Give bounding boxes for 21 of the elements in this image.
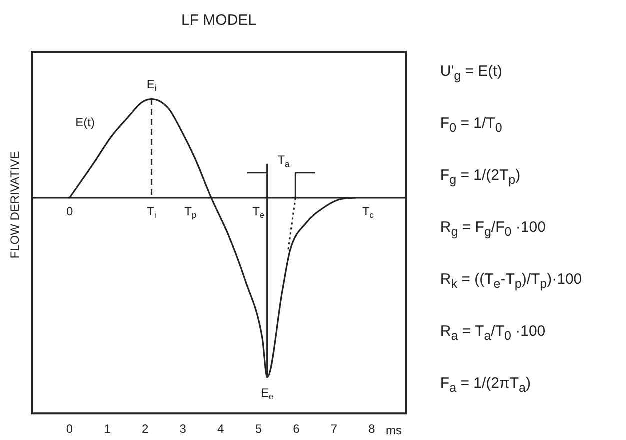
text: R$_{k}$ = ((T$_{e}$-T$_{p}$)/T$_{p}$)·100 (440, 271, 582, 291)
x-tick-label: 8 (369, 422, 376, 436)
annotation: E(t) (76, 115, 96, 130)
x-tick-label: 6 (294, 422, 301, 436)
x-tick-label: 2 (142, 422, 150, 436)
x-tick-label: 1 (104, 422, 112, 436)
x-tick-label: 7 (331, 422, 338, 436)
y-axis-title: FLOW DERIVATIVE (8, 151, 22, 259)
x-tick-label: 5 (256, 422, 263, 436)
x-tick-label: 3 (180, 422, 188, 436)
x-tick-label: 0 (66, 422, 74, 436)
text: R$_{a}$ = T$_{a}$/T$_{0}$ ·100 (440, 322, 547, 345)
x-tick-label: 4 (218, 422, 225, 436)
annotation: 0 (66, 204, 74, 218)
chart-title: LF MODEL (182, 12, 257, 30)
text: R$_{g}$ = F$_{g}$/F$_{0}$ ·100 (440, 218, 547, 241)
text: F$_{a}$ = 1/(2πT$_{a}$) (440, 374, 532, 397)
text: F$_{0}$ = 1/T$_{0}$ (440, 114, 504, 137)
text: U'$_{g}$ = E(t) (440, 62, 504, 85)
text: F$_{g}$ = 1/(2T$_{p}$) (440, 166, 522, 189)
x-axis-title: ms (386, 423, 402, 438)
